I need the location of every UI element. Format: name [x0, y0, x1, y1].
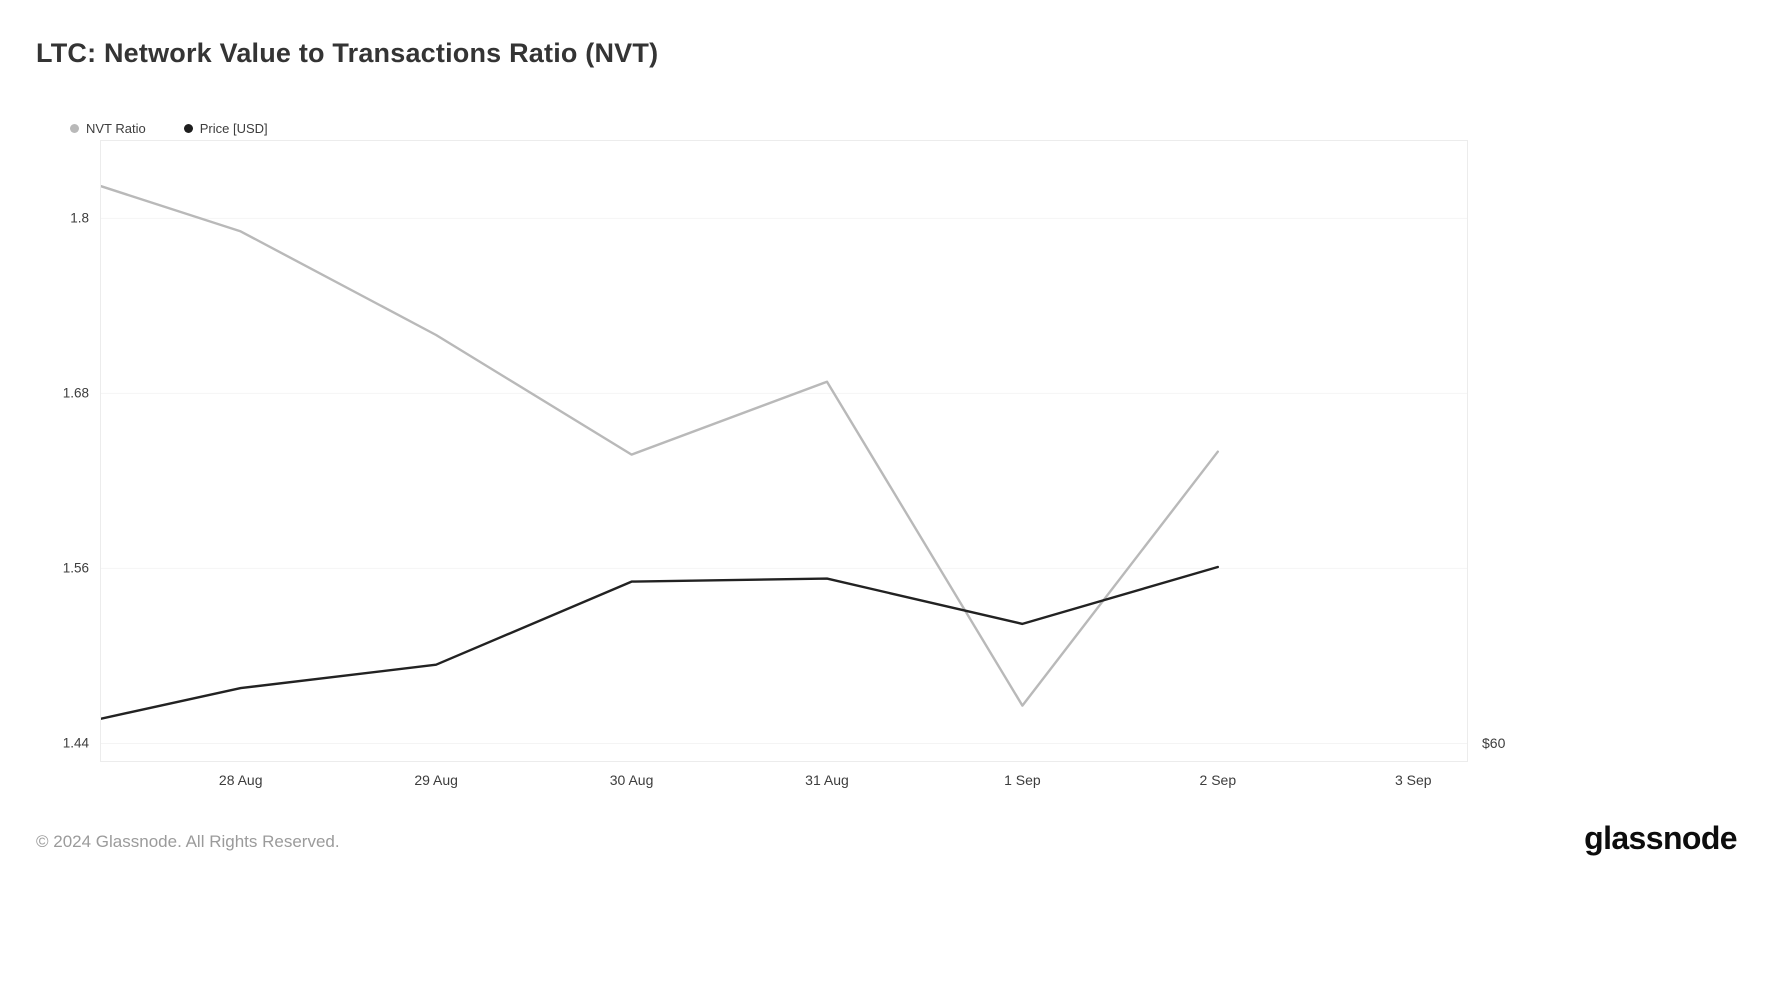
y-axis-tick-label: 1.68: [62, 385, 89, 401]
legend-label-nvt-ratio: NVT Ratio: [86, 121, 146, 136]
x-axis-tick-label: 3 Sep: [1394, 772, 1432, 788]
x-axis-tick-label: 30 Aug: [609, 772, 654, 788]
line-chart-canvas[interactable]: [101, 141, 1467, 761]
y-axis-tick-label: 1.56: [62, 560, 89, 576]
x-axis-tick-label: 2 Sep: [1199, 772, 1237, 788]
legend-label-price-usd: Price [USD]: [199, 121, 268, 136]
x-axis-tick-label: 31 Aug: [805, 772, 849, 788]
y-axis-tick-label: 1.44: [62, 735, 89, 751]
x-axis-tick-label: 1 Sep: [1004, 772, 1041, 788]
legend-item-price-usd[interactable]: Price [USD]: [183, 121, 268, 136]
x-axis-tick-label: 29 Aug: [414, 772, 458, 788]
price-usd-series-dot-icon: [183, 124, 193, 133]
glassnode-logo[interactable]: glassnode: [1584, 820, 1737, 856]
chart-plot-area[interactable]: 1.8 1.68 1.56 1.44 $60 28 Aug 29 Aug 30 Aug 31 A…: [63, 140, 1505, 788]
nvt-ratio-series-dot-icon: [70, 124, 79, 133]
series-line-nvt-ratio[interactable]: [101, 185, 1220, 707]
x-axis-tick-label: 28 Aug: [218, 772, 263, 788]
series-line-price-usd[interactable]: [101, 565, 1220, 720]
legend-item-nvt-ratio[interactable]: NVT Ratio: [70, 121, 146, 136]
y-axis-tick-label: 1.8: [70, 210, 89, 226]
right-axis-tick-label: $60: [1482, 735, 1506, 752]
page-title: LTC: Network Value to Transactions Ratio…: [36, 38, 659, 68]
chart-legend: NVT Ratio Price [USD]: [70, 121, 268, 136]
copyright-text: © 2024 Glassnode. All Rights Reserved.: [36, 832, 340, 851]
